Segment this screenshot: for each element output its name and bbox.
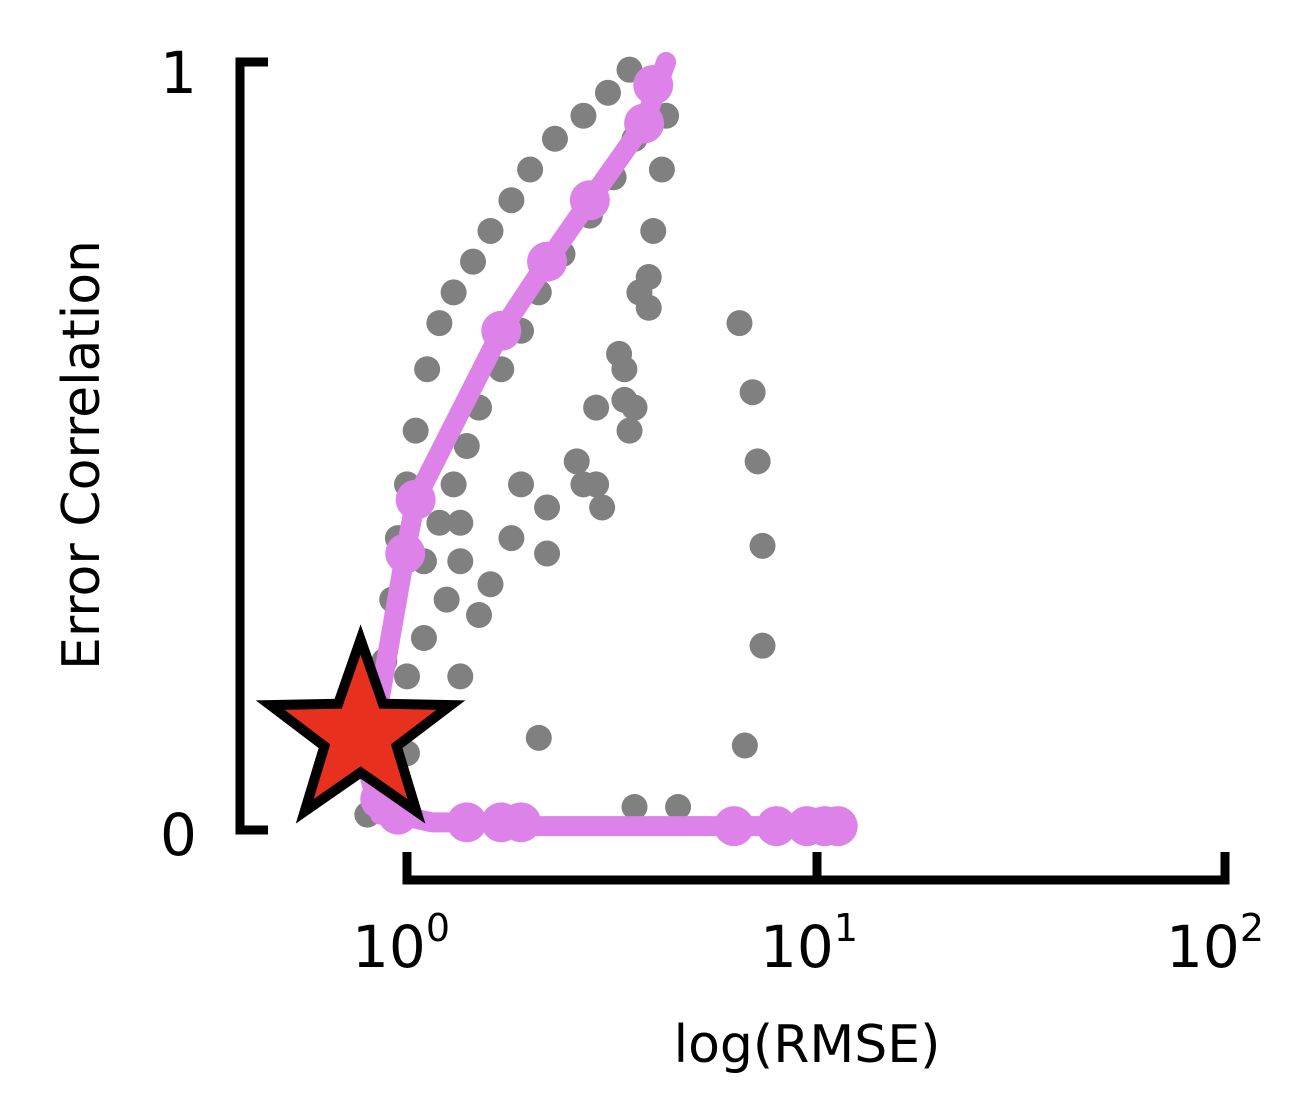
scatter-point (726, 310, 753, 337)
x-tick-10-2: 102 (1166, 909, 1264, 976)
line-marker (713, 806, 754, 847)
x-tick-base: 10 (1166, 913, 1240, 981)
scatter-point (635, 294, 662, 321)
y-axis-spine (235, 57, 268, 835)
scatter-point (583, 394, 610, 421)
scatter-point (611, 386, 638, 413)
scatter-point (394, 663, 420, 690)
scatter-point (498, 525, 525, 552)
line-marker (569, 180, 610, 221)
x-tick-10-0: 100 (352, 909, 450, 976)
scatter-point (640, 217, 667, 244)
x-axis-label: log(RMSE) (673, 1015, 941, 1075)
scatter-point (453, 433, 480, 459)
scatter-point (426, 509, 453, 536)
scatter-point (447, 509, 474, 536)
scatter-point (749, 632, 776, 659)
line-marker (481, 310, 522, 351)
scatter-point (534, 494, 561, 521)
scatter-point (447, 548, 474, 575)
scatter-point (402, 417, 429, 444)
scatter-point (589, 494, 616, 521)
scatter-point (440, 471, 467, 498)
x-tick-exp: 2 (1239, 906, 1264, 950)
line-marker (501, 802, 542, 843)
x-tick-base: 10 (760, 913, 834, 981)
x-tick-exp: 0 (425, 906, 450, 950)
x-tick-10-1: 101 (760, 909, 858, 976)
scatter-point (508, 471, 535, 498)
scatter-point (635, 264, 662, 291)
scatter-point (616, 417, 643, 444)
line-marker (385, 533, 426, 574)
scatter-point (534, 540, 561, 567)
scatter-point (731, 732, 758, 759)
scatter-point (541, 125, 568, 152)
line-marker (624, 103, 665, 144)
scatter-point (570, 102, 597, 129)
x-tick-base: 10 (352, 913, 426, 981)
y-axis-label: Error Correlation (52, 239, 112, 671)
scatter-point (665, 793, 692, 820)
scatter-point (498, 187, 525, 214)
y-tick-0: 0 (160, 801, 197, 869)
star-marker-icon (255, 624, 466, 824)
scatter-point (477, 217, 504, 244)
scatter-point (611, 356, 638, 383)
scatter-point (594, 79, 621, 106)
scatter-point (749, 532, 776, 559)
scatter-point (563, 448, 590, 475)
scatter-point (648, 156, 675, 183)
y-tick-1: 1 (160, 39, 197, 107)
scatter-point (426, 310, 453, 337)
scatter-point (583, 471, 610, 498)
line-marker (817, 806, 858, 847)
x-axis-spine (402, 852, 1230, 885)
line-marker (756, 806, 797, 847)
scatter-point (459, 248, 486, 275)
scatter-point (525, 724, 552, 751)
scatter-point (466, 601, 493, 628)
scatter-point (621, 793, 648, 820)
line-marker (395, 479, 436, 520)
scatter-point (744, 448, 771, 475)
axes (235, 57, 1230, 885)
x-tick-exp: 1 (833, 906, 858, 950)
scatter-point (433, 586, 460, 613)
scatter-point (477, 571, 504, 598)
scatter-point (440, 279, 467, 306)
line-marker (633, 65, 674, 106)
scatter-point (517, 156, 544, 183)
line-marker (446, 802, 487, 843)
scatter-point (414, 356, 441, 383)
scatter-point (739, 379, 766, 406)
line-marker (527, 241, 568, 282)
scatter-point (447, 663, 474, 690)
pareto-line (357, 52, 858, 847)
scatter-point (410, 625, 437, 651)
